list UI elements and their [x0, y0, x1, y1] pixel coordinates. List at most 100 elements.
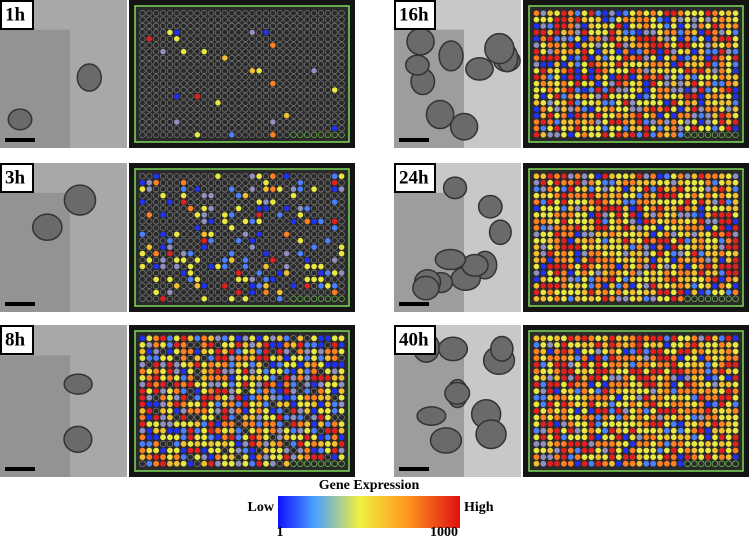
array-spot [595, 401, 602, 408]
array-spot [153, 256, 160, 264]
array-spot [194, 355, 201, 361]
array-spot [180, 401, 187, 408]
array-spot [304, 257, 311, 263]
array-spot [331, 270, 338, 276]
array-spot [201, 35, 208, 42]
array-spot [622, 276, 629, 283]
array-spot [567, 401, 574, 408]
array-spot [547, 36, 553, 42]
array-spot [581, 10, 588, 16]
array-spot [160, 244, 166, 250]
array-spot [187, 447, 194, 454]
array-spot [567, 388, 574, 394]
array-spot [173, 250, 180, 257]
array-spot [242, 421, 249, 427]
array-spot [317, 368, 325, 375]
array-spot [664, 355, 670, 361]
array-spot [691, 23, 698, 29]
array-spot [242, 198, 249, 206]
array-spot [670, 368, 677, 375]
array-spot [540, 36, 547, 42]
array-spot [602, 388, 608, 394]
array-spot [153, 211, 160, 219]
array-spot [561, 205, 567, 212]
array-spot [712, 335, 718, 342]
array-spot [664, 80, 670, 87]
array-spot [691, 131, 698, 138]
array-spot [215, 348, 221, 355]
array-spot [684, 460, 691, 467]
array-spot [554, 342, 560, 348]
array-spot [622, 36, 629, 42]
array-spot [588, 283, 595, 289]
array-spot [283, 61, 290, 68]
array-spot [677, 270, 684, 276]
array-spot [283, 447, 290, 454]
array-spot [228, 61, 235, 68]
array-spot [338, 198, 345, 206]
array-spot [664, 381, 670, 388]
array-spot [540, 106, 547, 112]
array-spot [283, 414, 290, 421]
array-spot [732, 408, 739, 414]
array-spot [304, 192, 311, 199]
array-spot [629, 16, 636, 23]
array-spot [166, 42, 173, 49]
array-spot [221, 48, 228, 55]
array-spot [643, 68, 650, 74]
array-spot [712, 355, 718, 361]
array-spot [187, 205, 194, 212]
array-spot [194, 35, 201, 42]
array-spot [187, 244, 194, 251]
array-spot [324, 93, 331, 100]
array-spot [311, 348, 317, 355]
array-spot [228, 86, 235, 94]
array-spot [153, 263, 159, 270]
array-spot [554, 401, 560, 408]
array-spot [636, 361, 643, 368]
array-spot [173, 295, 180, 302]
array-spot [609, 132, 615, 138]
array-spot [276, 441, 283, 447]
array-spot [670, 454, 677, 460]
array-spot [310, 173, 318, 180]
array-spot [139, 224, 146, 231]
array-spot [187, 61, 194, 68]
array-spot [235, 86, 242, 94]
array-spot [718, 394, 725, 401]
array-spot [283, 237, 290, 244]
array-spot [567, 42, 574, 48]
array-spot [242, 257, 249, 263]
array-spot [173, 16, 180, 23]
array-spot [602, 295, 608, 302]
array-spot [616, 225, 622, 231]
array-spot [139, 67, 146, 74]
array-spot [684, 80, 691, 87]
array-spot [317, 74, 325, 81]
array-spot [574, 80, 581, 87]
array-spot [554, 112, 560, 119]
array-spot [297, 361, 304, 368]
array-spot [588, 218, 595, 225]
array-spot [214, 295, 222, 302]
array-spot [561, 289, 567, 296]
array-spot [588, 132, 595, 138]
array-spot [725, 348, 732, 355]
array-spot [331, 342, 338, 348]
array-spot [725, 421, 732, 427]
array-spot [567, 414, 574, 421]
array-spot [187, 460, 194, 467]
array-spot [547, 441, 554, 447]
array-spot [160, 257, 166, 263]
array-spot [324, 218, 331, 225]
array-spot [622, 381, 629, 388]
array-spot [180, 257, 187, 263]
array-spot [228, 342, 235, 348]
array-spot [208, 86, 215, 94]
array-spot [567, 276, 574, 283]
array-spot [262, 295, 270, 302]
array-spot [249, 368, 256, 375]
array-spot [581, 93, 588, 100]
array-spot [187, 29, 194, 36]
